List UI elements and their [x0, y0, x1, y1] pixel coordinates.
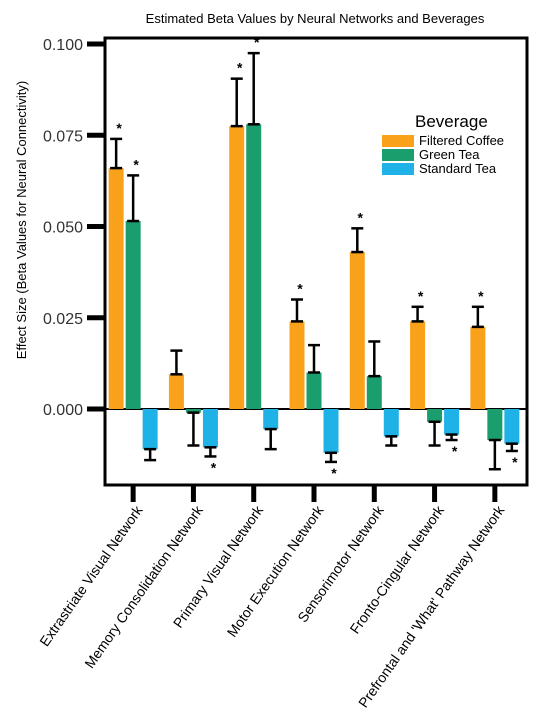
significance-marker: * — [358, 209, 364, 225]
plot-frame — [103, 36, 529, 487]
y-axis-label: Effect Size (Beta Values for Neural Conn… — [14, 81, 29, 359]
bar — [185, 409, 201, 413]
bar — [323, 409, 339, 453]
legend-title: Beverage — [415, 112, 488, 131]
legend-label: Green Tea — [419, 147, 480, 162]
significance-marker: * — [211, 459, 217, 475]
significance-marker: * — [237, 60, 243, 76]
significance-marker: * — [254, 34, 260, 50]
bar — [246, 124, 262, 410]
y-tick-label: 0.100 — [43, 37, 83, 54]
bar — [289, 321, 305, 409]
bar — [142, 409, 158, 450]
chart-title: Estimated Beta Values by Neural Networks… — [146, 11, 485, 26]
bar — [349, 252, 365, 409]
legend-swatch — [382, 149, 414, 161]
significance-marker: * — [512, 454, 518, 470]
bar — [125, 221, 141, 409]
significance-marker: * — [478, 288, 484, 304]
x-tick-label: Extrastriate Visual Network — [36, 502, 146, 649]
bar — [229, 126, 245, 409]
bar — [410, 321, 426, 409]
x-tick-label: Memory Consolidation Network — [81, 502, 206, 671]
bar — [168, 374, 184, 409]
legend-swatch — [382, 163, 414, 175]
legend-label: Filtered Coffee — [419, 133, 504, 148]
bar — [504, 409, 520, 444]
bar — [427, 409, 443, 422]
y-tick-label: 0.050 — [43, 220, 83, 237]
bar — [444, 409, 460, 435]
significance-marker: * — [133, 156, 139, 172]
y-tick-label: 0.000 — [43, 402, 83, 419]
bar — [263, 409, 279, 430]
bar — [202, 409, 218, 448]
significance-marker: * — [452, 443, 458, 459]
bar — [470, 326, 486, 409]
bar — [487, 409, 503, 441]
bar — [108, 168, 124, 409]
significance-marker: * — [331, 465, 337, 481]
significance-marker: * — [418, 288, 424, 304]
significance-marker: * — [297, 281, 303, 297]
bar — [383, 409, 399, 437]
bar — [366, 376, 382, 409]
significance-marker: * — [116, 120, 122, 136]
legend-label: Standard Tea — [419, 161, 497, 176]
y-tick-label: 0.025 — [43, 311, 83, 328]
y-tick-label: 0.075 — [43, 128, 83, 145]
legend-swatch — [382, 135, 414, 147]
bar — [306, 372, 322, 409]
